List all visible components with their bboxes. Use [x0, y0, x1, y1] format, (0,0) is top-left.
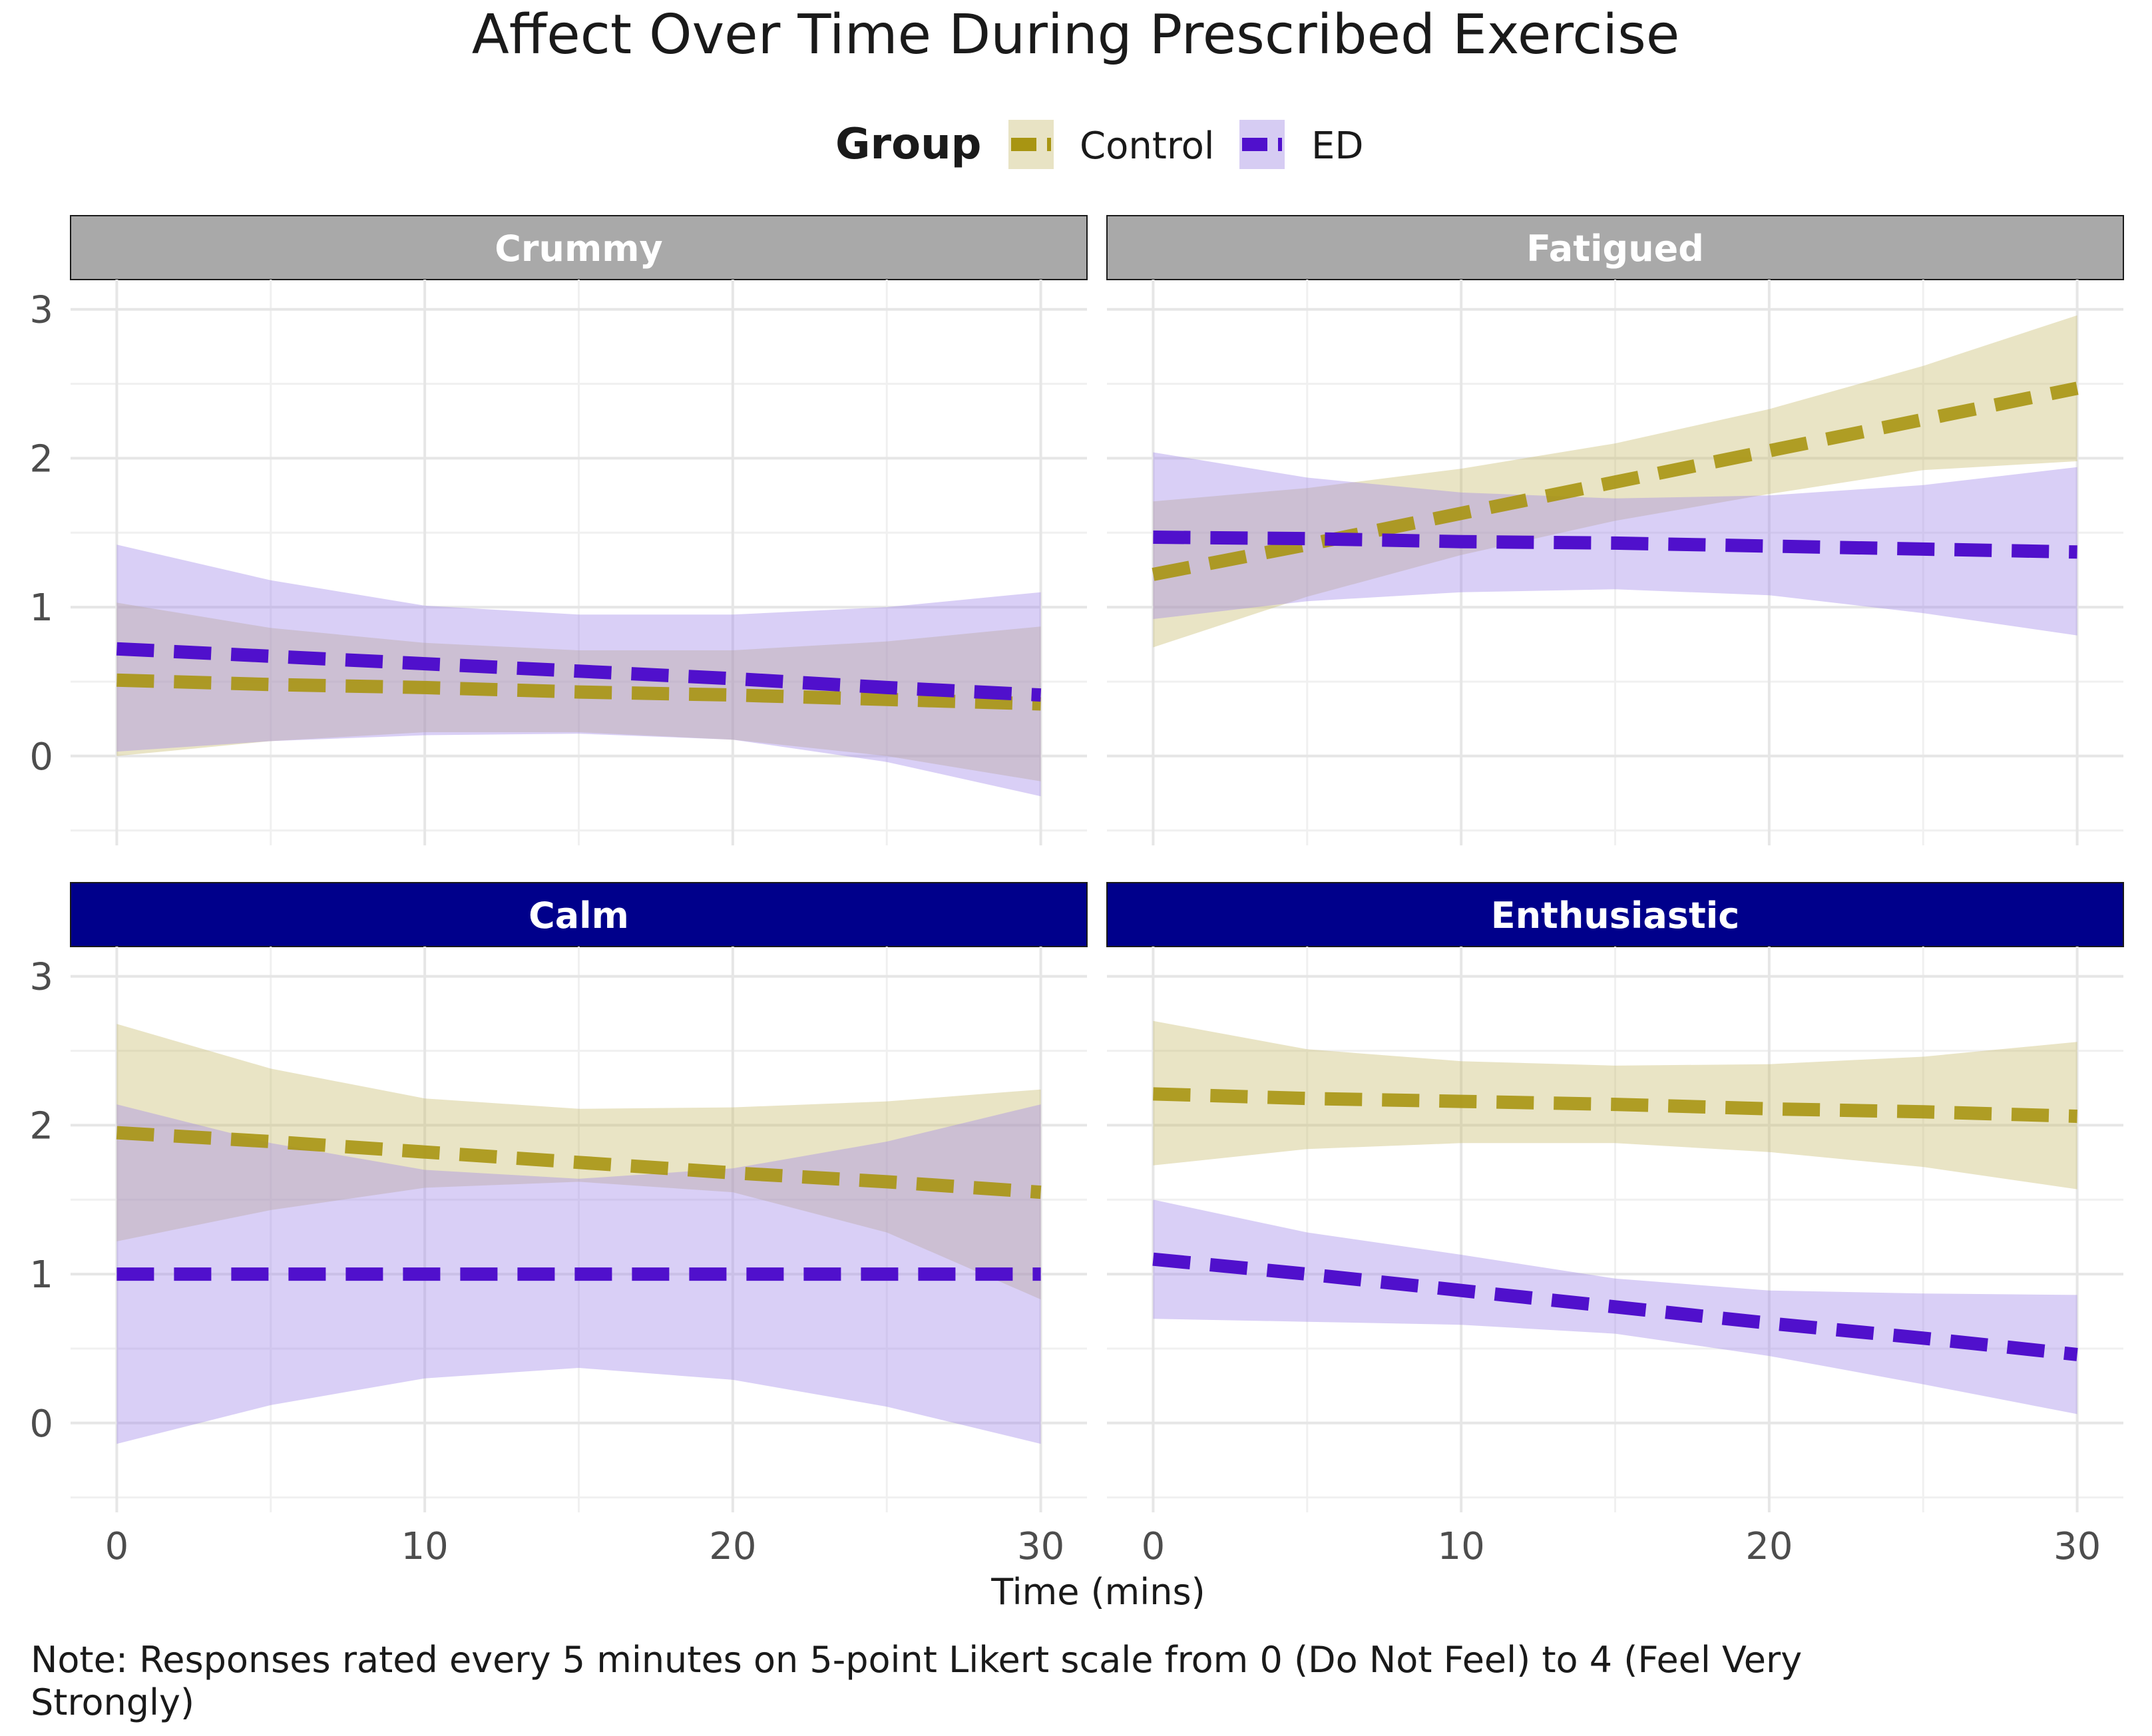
x-tick-label: 20 — [1745, 1525, 1793, 1568]
y-tick-label: 2 — [29, 437, 53, 481]
series-line-ed — [1153, 531, 2077, 559]
panel-plot-fatigued — [1152, 315, 2079, 648]
legend: Group Control ED — [835, 120, 1364, 169]
series-line-ed — [116, 642, 1042, 702]
x-tick-label: 20 — [709, 1525, 756, 1568]
panel-crummy: Crummy 0 1 2 3 — [29, 215, 1088, 845]
y-tick-label: 0 — [29, 736, 53, 779]
caption-note-line-2: Strongly) — [31, 1681, 194, 1723]
x-tick-label: 30 — [1017, 1525, 1064, 1568]
legend-title: Group — [835, 120, 981, 169]
panel-plot-enthusiastic — [1152, 1020, 2078, 1414]
panel-plot-calm — [116, 1024, 1042, 1444]
x-tick-label: 0 — [1142, 1525, 1166, 1568]
panel-strip-calm — [70, 882, 1088, 947]
series-line-control — [116, 673, 1041, 711]
y-tick-label: 3 — [29, 289, 53, 332]
x-tick-label: 10 — [401, 1525, 449, 1568]
y-tick-label: 1 — [29, 586, 53, 630]
panel-enthusiastic: Enthusiastic 0 10 20 30 — [1106, 882, 2124, 1568]
series-line-ed — [1152, 1252, 2078, 1361]
y-tick-label: 1 — [29, 1253, 53, 1297]
caption-note: Note: Responses rated every 5 minutes on… — [31, 1639, 1813, 1723]
panel-fatigued: Fatigued — [1106, 215, 2124, 845]
panel-strip-fatigued — [1106, 215, 2124, 280]
legend-label-ed: ED — [1311, 124, 1364, 168]
y-tick-label: 2 — [29, 1104, 53, 1148]
x-axis-label: Time (mins) — [990, 1571, 1205, 1613]
panel-strip-label-calm: Calm — [529, 895, 629, 937]
caption-note-line-1: Note: Responses rated every 5 minutes on… — [31, 1639, 1802, 1681]
panel-strip-label-fatigued: Fatigued — [1526, 228, 1704, 270]
panel-plot-crummy — [116, 544, 1042, 797]
x-tick-label: 0 — [105, 1525, 129, 1568]
y-tick-label: 3 — [29, 956, 53, 999]
panel-strip-enthusiastic — [1106, 882, 2124, 947]
panel-strip-label-enthusiastic: Enthusiastic — [1491, 895, 1740, 937]
series-line-control — [116, 1126, 1042, 1199]
chart-title: Affect Over Time During Prescribed Exerc… — [472, 3, 1680, 67]
legend-label-control: Control — [1080, 124, 1214, 168]
x-tick-label: 10 — [1438, 1525, 1485, 1568]
panel-strip-crummy — [70, 215, 1088, 280]
series-line-control — [1152, 381, 2079, 581]
y-tick-label: 0 — [29, 1403, 53, 1446]
x-tick-label: 30 — [2053, 1525, 2101, 1568]
series-line-control — [1153, 1087, 2077, 1123]
panel-strip-label-crummy: Crummy — [495, 228, 662, 270]
